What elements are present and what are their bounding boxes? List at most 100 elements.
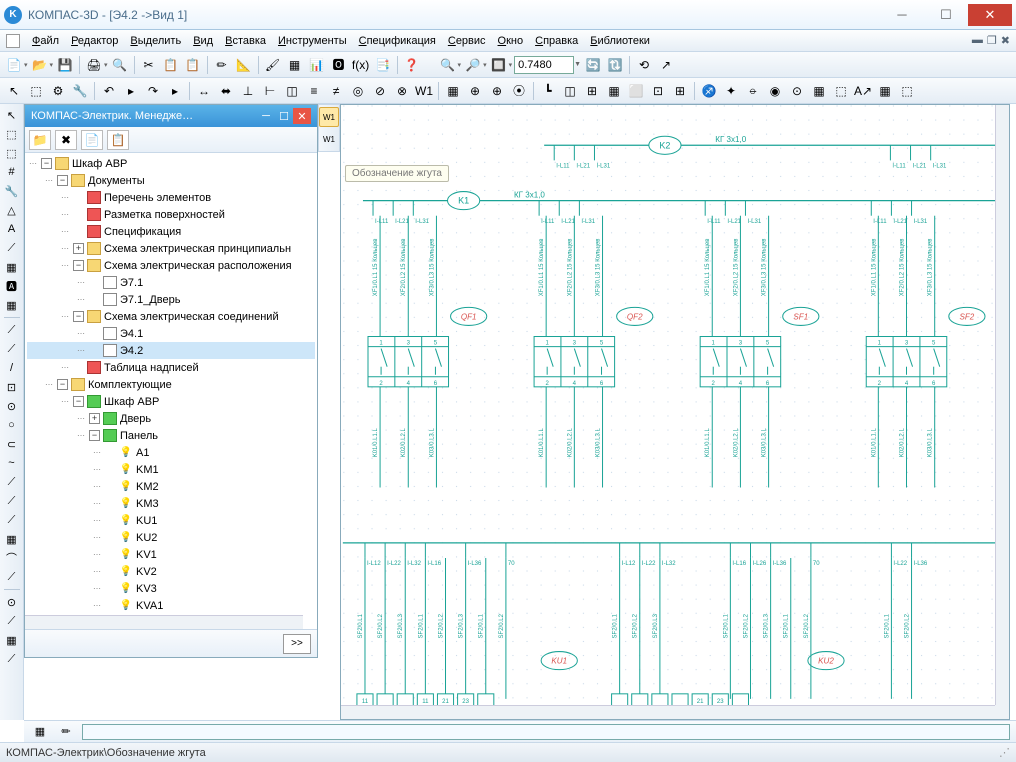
toolbar-btn[interactable]: ⊘ <box>370 81 390 101</box>
toolbar-btn[interactable]: 🖨 <box>84 55 104 75</box>
left-tool[interactable]: ⬚ <box>2 125 22 143</box>
zoom-dropdown[interactable]: ▼ <box>574 61 581 68</box>
tree-node[interactable]: ⋯💡KM2 <box>27 478 315 495</box>
dropdown[interactable]: ▾ <box>50 61 54 69</box>
minimize-button[interactable]: ─ <box>880 4 924 26</box>
left-tool[interactable]: 🔧 <box>2 182 22 200</box>
left-tool[interactable]: ⟋ <box>2 473 22 491</box>
tree-expander[interactable]: − <box>57 379 68 390</box>
menu-Вид[interactable]: Вид <box>187 33 219 49</box>
toolbar-btn[interactable]: 🔧 <box>70 81 90 101</box>
tree-node[interactable]: ⋯Спецификация <box>27 223 315 240</box>
left-tool[interactable]: ○ <box>2 416 22 434</box>
tree-node[interactable]: ⋯−Схема электрическая расположения <box>27 257 315 274</box>
left-tool[interactable]: / <box>2 359 22 377</box>
close-button[interactable]: ✕ <box>968 4 1012 26</box>
left-tool[interactable]: ⌒ <box>2 549 22 567</box>
menu-Инструменты[interactable]: Инструменты <box>272 33 353 49</box>
toolbar-btn[interactable]: ⦵ <box>743 81 763 101</box>
toolbar-btn[interactable]: 📂 <box>30 55 50 75</box>
toolbar-btn[interactable]: ◫ <box>282 81 302 101</box>
tree-node[interactable]: ⋯💡KV1 <box>27 546 315 563</box>
left-tool[interactable]: ⊙ <box>2 593 22 611</box>
toolbar-btn[interactable]: 🔍 <box>110 55 130 75</box>
menu-Редактор[interactable]: Редактор <box>65 33 124 49</box>
tree-node[interactable]: ⋯−Схема электрическая соединений <box>27 308 315 325</box>
dropdown[interactable]: ▾ <box>104 61 108 69</box>
toolbar-btn[interactable]: 💾 <box>55 55 75 75</box>
toolbar-btn[interactable]: ⬚ <box>26 81 46 101</box>
toolbar-btn[interactable]: 📋 <box>161 55 181 75</box>
tree-node[interactable]: ⋯Э4.1 <box>27 325 315 342</box>
toolbar-btn[interactable]: ≠ <box>326 81 346 101</box>
tree-tool[interactable]: ✖ <box>55 130 77 150</box>
left-tool[interactable]: ▦ <box>2 530 22 548</box>
dropdown[interactable]: ▾ <box>483 61 487 69</box>
toolbar-btn[interactable]: ▦ <box>285 55 305 75</box>
left-tool[interactable]: ▦ <box>2 631 22 649</box>
toolbar-btn[interactable]: 📄 <box>4 55 24 75</box>
menu-Справка[interactable]: Справка <box>529 33 584 49</box>
tree-expand-button[interactable]: >> <box>283 634 311 654</box>
toolbar-btn[interactable]: ✏ <box>212 55 232 75</box>
mdi-close[interactable]: ✖ <box>1001 34 1010 47</box>
toolbar-btn[interactable]: ▦ <box>809 81 829 101</box>
toolbar-btn[interactable]: 🔃 <box>605 55 625 75</box>
tree-tool[interactable]: 📄 <box>81 130 103 150</box>
left-tool[interactable]: ~ <box>2 454 22 472</box>
tree-node[interactable]: ⋯💡KU2 <box>27 529 315 546</box>
toolbar-btn[interactable]: ◉ <box>765 81 785 101</box>
toolbar-btn[interactable]: ⊞ <box>582 81 602 101</box>
tree-body[interactable]: ⋯−Шкаф АВР⋯−Документы⋯Перечень элементов… <box>25 153 317 629</box>
left-tool[interactable]: ⟋ <box>2 239 22 257</box>
left-tool[interactable]: ⊡ <box>2 378 22 396</box>
toolbar-btn[interactable]: ≡ <box>304 81 324 101</box>
toolbar-btn[interactable]: ⬌ <box>216 81 236 101</box>
toolbar-btn[interactable]: ❓ <box>402 55 422 75</box>
left-tool[interactable]: △ <box>2 201 22 219</box>
tree-node[interactable]: ⋯Таблица надписей <box>27 359 315 376</box>
toolbar-btn[interactable]: ▸ <box>165 81 185 101</box>
toolbar-btn[interactable]: ⬜ <box>626 81 646 101</box>
toolbar-btn[interactable]: ┗ <box>538 81 558 101</box>
menu-Библиотеки[interactable]: Библиотеки <box>584 33 656 49</box>
tree-close[interactable]: ✕ <box>293 108 311 124</box>
tree-node[interactable]: ⋯💡KVA1 <box>27 597 315 614</box>
command-input[interactable] <box>82 724 1010 740</box>
toolbar-btn[interactable]: ⚙ <box>48 81 68 101</box>
toolbar-btn[interactable]: ↗ <box>656 55 676 75</box>
tree-node[interactable]: ⋯−Документы <box>27 172 315 189</box>
dropdown[interactable]: ▾ <box>458 61 462 69</box>
toolbar-btn[interactable]: 📑 <box>373 55 393 75</box>
left-tool[interactable]: ⟋ <box>2 568 22 586</box>
toolbar-btn[interactable]: ▸ <box>121 81 141 101</box>
tree-node[interactable]: ⋯−Шкаф АВР <box>27 393 315 410</box>
tree-expander[interactable]: − <box>57 175 68 186</box>
toolbar-btn[interactable]: ⟲ <box>634 55 654 75</box>
toolbar-btn[interactable]: ▦ <box>604 81 624 101</box>
tree-minimize[interactable]: ─ <box>257 108 275 124</box>
toolbar-btn[interactable]: 🔄 <box>583 55 603 75</box>
tree-node[interactable]: ⋯−Шкаф АВР <box>27 155 315 172</box>
left-tool[interactable]: A <box>2 220 22 238</box>
tree-node[interactable]: ⋯💡KV2 <box>27 563 315 580</box>
dropdown[interactable]: ▾ <box>509 61 513 69</box>
tree-expander[interactable]: − <box>41 158 52 169</box>
menu-Окно[interactable]: Окно <box>492 33 530 49</box>
left-tool[interactable]: ⬚ <box>2 144 22 162</box>
wire-tool[interactable]: W1 <box>319 129 339 149</box>
toolbar-btn[interactable]: ⊗ <box>392 81 412 101</box>
toolbar-btn[interactable]: ⊞ <box>670 81 690 101</box>
toolbar-btn[interactable]: ⊕ <box>487 81 507 101</box>
left-tool[interactable]: ⟋ <box>2 340 22 358</box>
left-tool[interactable]: ▦ <box>2 258 22 276</box>
left-tool[interactable]: 🅰 <box>2 277 22 295</box>
toolbar-btn[interactable]: 🔲 <box>489 55 509 75</box>
toolbar-btn[interactable]: ▦ <box>875 81 895 101</box>
toolbar-btn[interactable]: A↗ <box>853 81 873 101</box>
tree-expander[interactable]: − <box>73 311 84 322</box>
tree-expander[interactable]: + <box>73 243 84 254</box>
tree-node[interactable]: ⋯💡KM3 <box>27 495 315 512</box>
toolbar-btn[interactable]: ◎ <box>348 81 368 101</box>
tree-node[interactable]: ⋯Э4.2 <box>27 342 315 359</box>
